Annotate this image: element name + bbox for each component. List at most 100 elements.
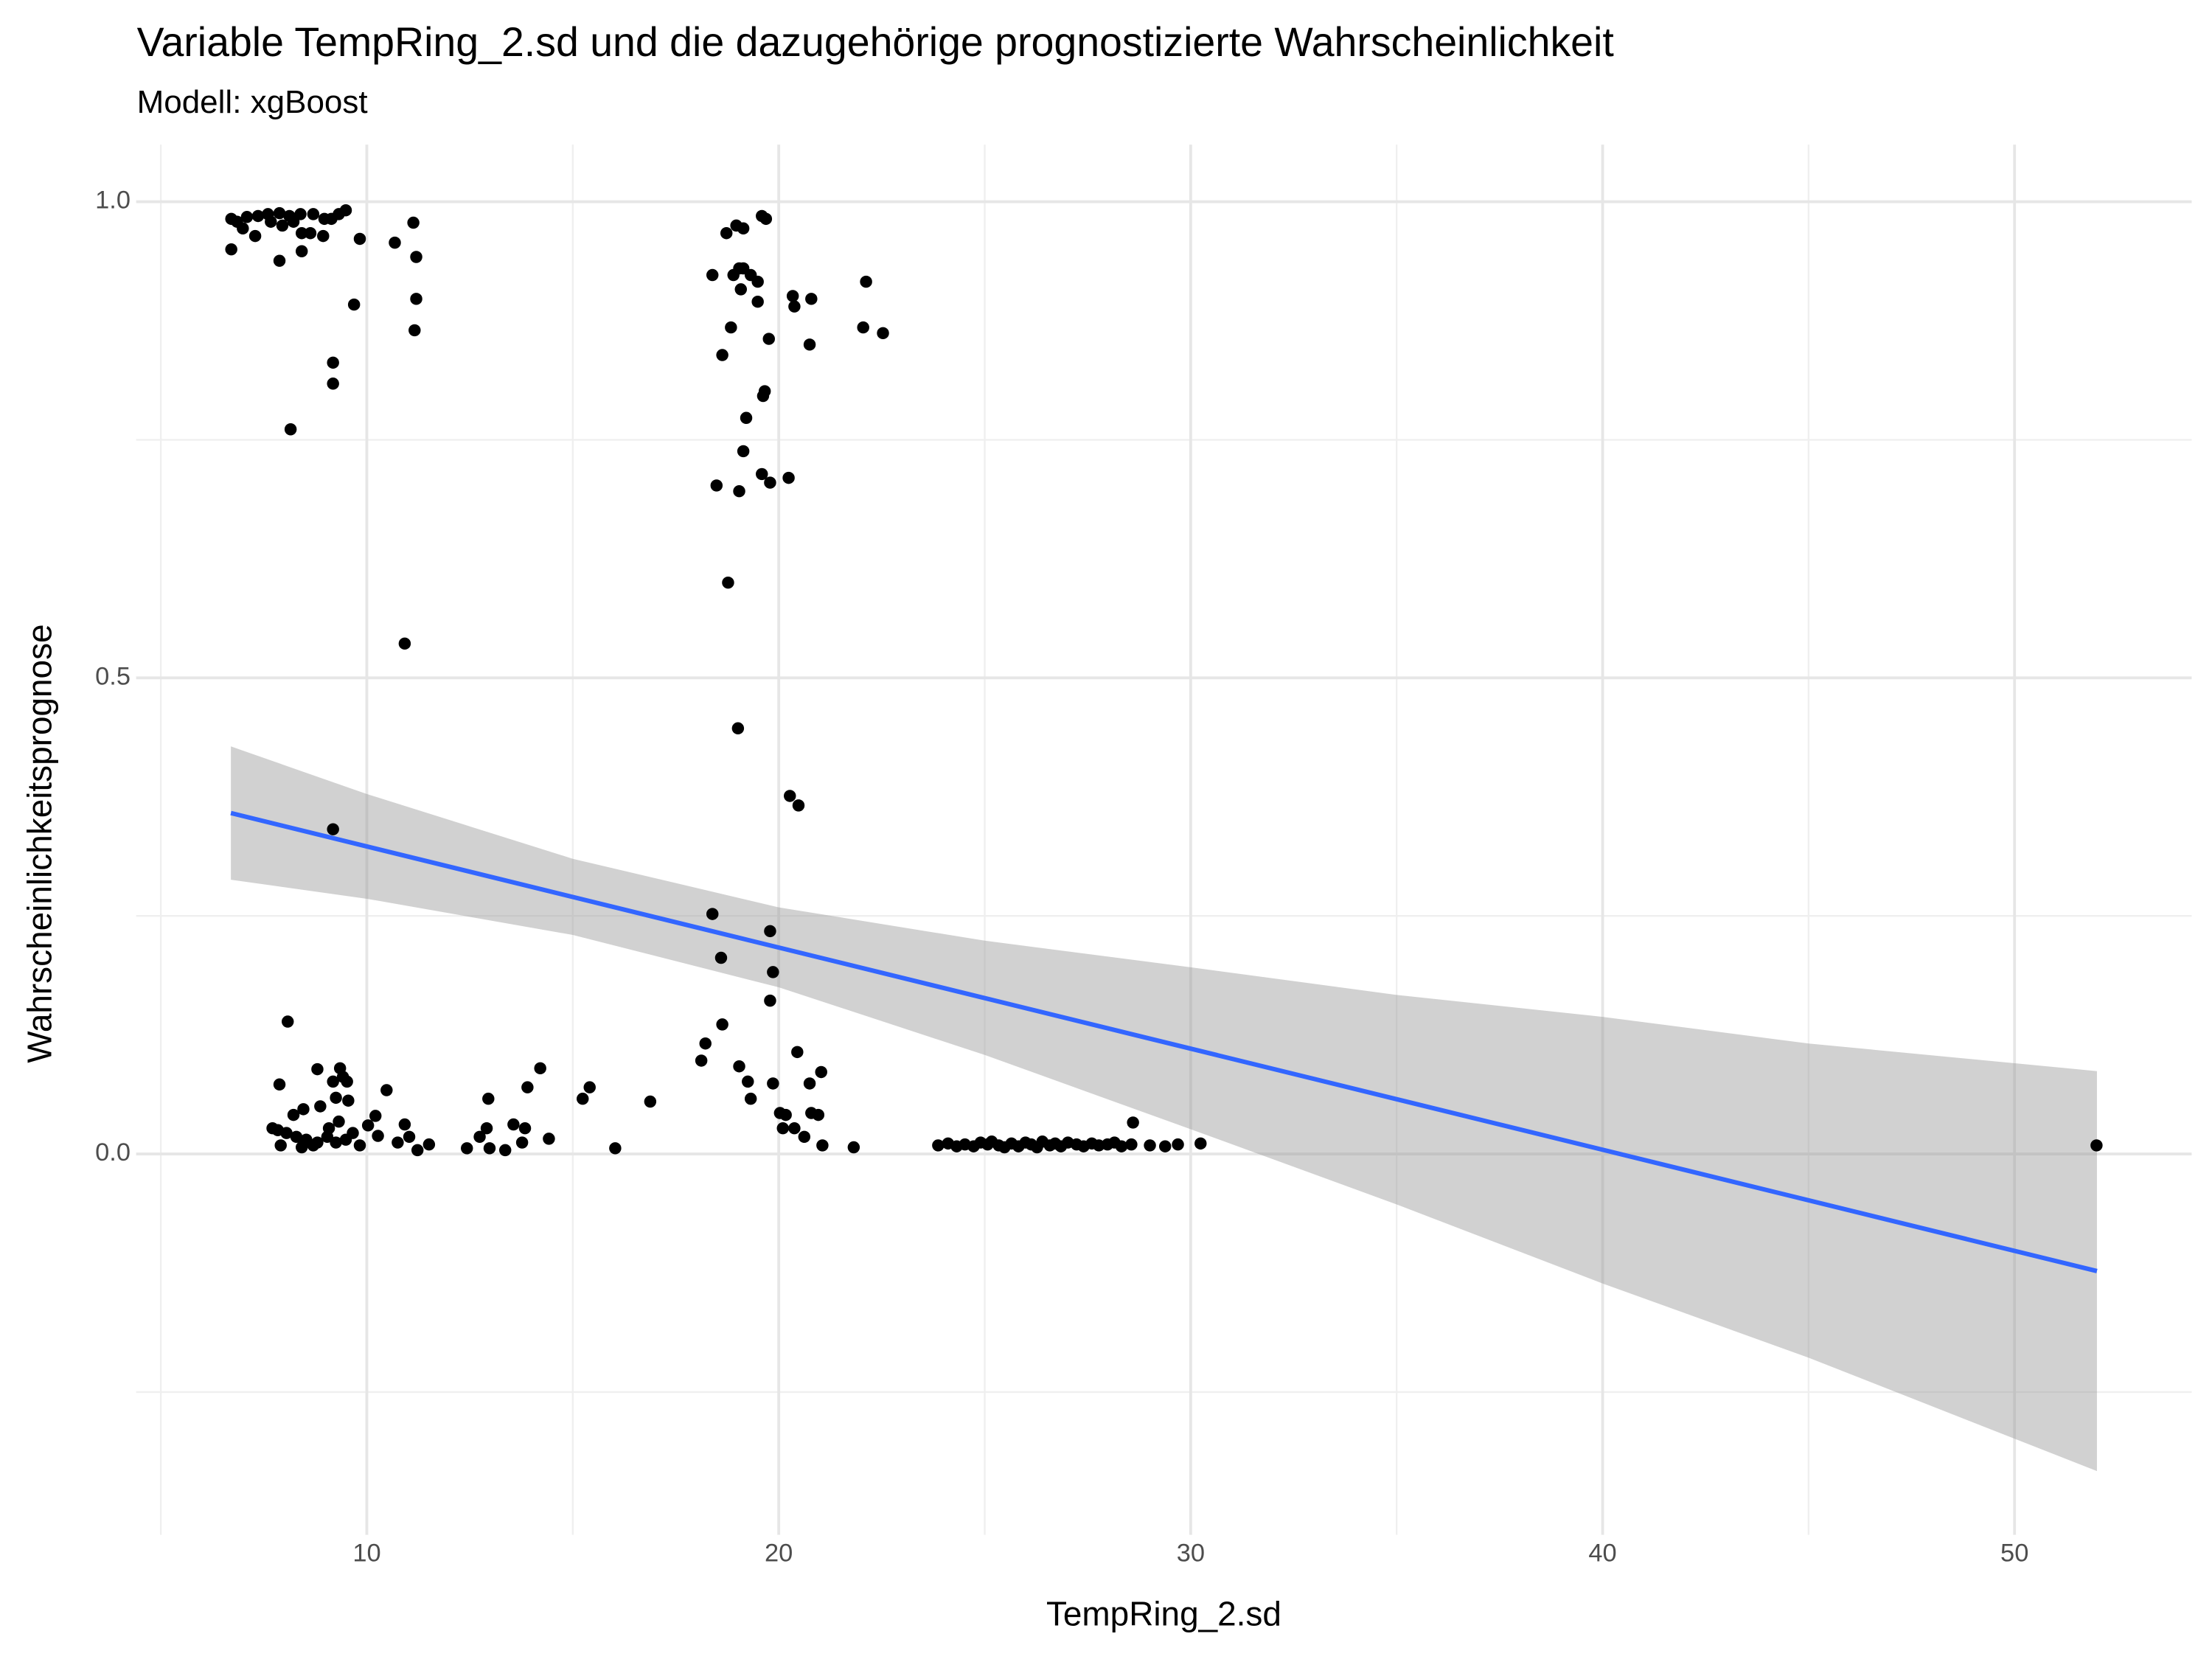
x-tick-label: 20 — [765, 1540, 793, 1568]
data-point — [276, 219, 289, 232]
data-point — [860, 275, 872, 288]
data-point — [812, 1108, 825, 1121]
data-point — [782, 471, 795, 484]
data-point — [714, 951, 728, 964]
data-point — [788, 300, 801, 313]
data-point — [816, 1139, 829, 1152]
data-point — [280, 1127, 293, 1139]
data-point — [857, 321, 869, 334]
data-point — [786, 290, 799, 302]
data-point — [361, 1119, 375, 1132]
data-point — [764, 925, 776, 938]
x-tick-label: 40 — [1588, 1540, 1616, 1568]
data-point — [710, 479, 723, 492]
data-point — [295, 1141, 308, 1154]
data-point — [240, 211, 254, 223]
data-point — [791, 1046, 804, 1059]
data-point — [507, 1118, 520, 1131]
data-point — [392, 1136, 404, 1149]
data-point — [311, 1062, 324, 1076]
data-point — [764, 994, 776, 1007]
data-point — [347, 298, 361, 311]
x-axis-label: TempRing_2.sd — [1046, 1595, 1281, 1633]
data-point — [1194, 1137, 1207, 1150]
data-point — [353, 232, 366, 246]
data-point — [716, 349, 728, 361]
data-point — [847, 1141, 860, 1154]
data-point — [733, 1060, 745, 1073]
chart-subtitle: Modell: xgBoost — [137, 84, 368, 120]
data-point — [764, 476, 776, 489]
data-point — [792, 799, 805, 812]
data-point — [731, 722, 745, 734]
data-point — [380, 1084, 393, 1096]
data-point — [740, 411, 753, 424]
data-point — [287, 1108, 300, 1121]
data-point — [225, 243, 237, 256]
data-point — [411, 1144, 424, 1157]
data-point — [609, 1142, 622, 1155]
data-point — [325, 212, 338, 226]
data-point — [751, 295, 764, 308]
data-point — [734, 283, 748, 296]
data-point — [482, 1092, 495, 1105]
data-point — [251, 209, 265, 223]
data-point — [333, 1115, 345, 1128]
y-tick-label: 1.0 — [95, 187, 131, 215]
data-point — [706, 268, 719, 282]
data-point — [803, 1077, 816, 1090]
data-point — [304, 226, 317, 240]
data-point — [644, 1095, 657, 1108]
data-point — [798, 1130, 811, 1144]
data-point — [756, 467, 768, 481]
data-point — [759, 212, 773, 226]
data-point — [779, 1108, 792, 1121]
data-point — [407, 216, 420, 229]
data-point — [339, 204, 352, 217]
data-point — [733, 484, 745, 498]
x-tick-label: 30 — [1177, 1540, 1205, 1568]
data-point — [327, 378, 339, 390]
data-point — [265, 215, 277, 228]
chart-title: Variable TempRing_2.sd und die dazugehör… — [137, 19, 1614, 65]
data-point — [699, 1037, 712, 1050]
data-point — [314, 1100, 327, 1113]
data-point — [784, 790, 796, 802]
data-point — [327, 1075, 339, 1088]
data-point — [353, 1139, 366, 1152]
data-point — [295, 226, 308, 240]
data-point — [767, 1077, 779, 1090]
data-point — [473, 1130, 486, 1144]
data-point — [307, 208, 320, 220]
data-point — [751, 275, 764, 288]
data-point — [518, 1121, 532, 1135]
data-point — [342, 1094, 355, 1107]
data-point — [1115, 1140, 1128, 1152]
data-point — [403, 1130, 416, 1144]
data-point — [330, 1136, 342, 1149]
data-point — [534, 1062, 546, 1075]
data-point — [788, 1121, 801, 1135]
data-point — [274, 1139, 287, 1152]
data-point — [498, 1144, 512, 1157]
data-point — [815, 1065, 827, 1079]
data-point — [1172, 1138, 1184, 1151]
y-tick-label: 0.5 — [95, 662, 131, 690]
data-point — [757, 389, 770, 403]
data-point — [330, 1091, 342, 1105]
data-point — [297, 1103, 310, 1116]
data-point — [408, 324, 421, 337]
data-point — [1158, 1140, 1172, 1152]
data-point — [295, 245, 308, 257]
data-point — [805, 293, 818, 305]
data-point — [410, 293, 422, 305]
data-point — [744, 1092, 757, 1105]
data-point — [1125, 1138, 1138, 1151]
data-point — [577, 1092, 589, 1105]
data-point — [722, 576, 734, 589]
data-point — [480, 1121, 493, 1135]
data-point — [372, 1130, 384, 1142]
data-point — [273, 1078, 286, 1091]
